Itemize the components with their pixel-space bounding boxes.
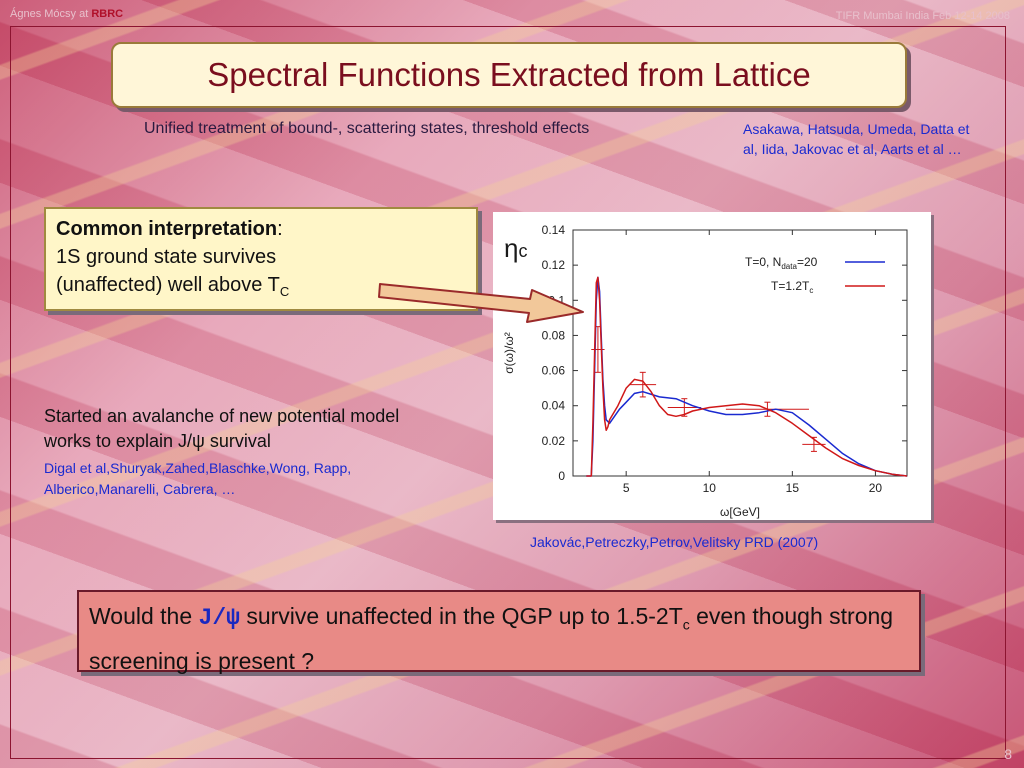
chart-citation: Jakovác,Petreczky,Petrov,Velitsky PRD (2… bbox=[530, 534, 819, 550]
eta-c-label: ηc bbox=[504, 233, 528, 263]
subtitle: Unified treatment of bound-, scattering … bbox=[144, 120, 590, 137]
references-top: Asakawa, Hatsuda, Umeda, Datta et al, Ii… bbox=[743, 121, 970, 157]
y-tick-label: 0.14 bbox=[542, 223, 566, 237]
header-author: Ágnes Mócsy at RBRC bbox=[10, 8, 123, 20]
question-psi: J/ψ bbox=[198, 605, 240, 631]
y-tick-label: 0 bbox=[558, 469, 565, 483]
y-tick-label: 0.02 bbox=[542, 434, 566, 448]
x-tick-label: 20 bbox=[869, 481, 883, 495]
legend-label-t0: T=0, Ndata=20 bbox=[745, 255, 818, 271]
y-tick-label: 0.04 bbox=[542, 399, 566, 413]
legend-label-t12: T=1.2Tc bbox=[771, 279, 813, 295]
x-tick-label: 5 bbox=[623, 481, 630, 495]
legend: T=0, Ndata=20 T=1.2Tc bbox=[745, 255, 885, 295]
pointer-arrow bbox=[378, 283, 584, 323]
x-tick-label: 15 bbox=[786, 481, 800, 495]
slide-frame bbox=[10, 26, 1006, 759]
title-box: Spectral Functions Extracted from Lattic… bbox=[111, 42, 907, 108]
header-event: TIFR Mumbai India Feb 12-14 2008 bbox=[835, 10, 1010, 22]
question-pre: Would the bbox=[89, 603, 199, 629]
page-number: 8 bbox=[1004, 746, 1012, 762]
y-tick-label: 0.12 bbox=[542, 258, 566, 272]
error-bar bbox=[629, 371, 657, 398]
x-tick-label: 10 bbox=[703, 481, 717, 495]
interpretation-line1: 1S ground state survives bbox=[56, 246, 277, 268]
y-axis-label: σ(ω)/ω² bbox=[502, 332, 516, 373]
interpretation-line2: (unaffected) well above T bbox=[56, 274, 280, 296]
author-name: Ágnes Mócsy bbox=[10, 8, 77, 20]
series-line-t12 bbox=[586, 276, 908, 477]
x-axis-label: ω[GeV] bbox=[720, 505, 760, 519]
interpretation-colon: : bbox=[277, 218, 283, 240]
question-box: Would the J/ψ survive unaffected in the … bbox=[77, 590, 921, 674]
question-mid: survive unaffected in the QGP up to 1.5-… bbox=[239, 603, 683, 629]
avalanche-references: Digal et al,Shuryak,Zahed,Blaschke,Wong,… bbox=[44, 460, 352, 497]
question-post: even though strong screening is present … bbox=[89, 603, 894, 674]
plot-area-frame bbox=[572, 229, 908, 477]
avalanche-text: Started an avalanche of new potential mo… bbox=[44, 406, 400, 451]
author-org: RBRC bbox=[91, 8, 124, 20]
question-mid-sub: c bbox=[682, 616, 690, 633]
y-tick-label: 0.06 bbox=[542, 364, 566, 378]
y-tick-label: 0.08 bbox=[542, 328, 566, 342]
interpretation-heading: Common interpretation bbox=[56, 218, 278, 240]
slide-title: Spectral Functions Extracted from Lattic… bbox=[207, 56, 811, 93]
arrow-shape bbox=[378, 283, 584, 323]
interpretation-line2-sub: C bbox=[279, 284, 290, 299]
author-at: at bbox=[79, 8, 89, 20]
series-line-t0 bbox=[586, 276, 908, 477]
